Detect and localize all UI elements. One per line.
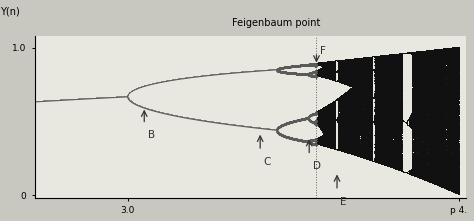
Text: B: B xyxy=(147,130,155,140)
Text: E: E xyxy=(340,197,347,207)
Text: D: D xyxy=(312,161,320,171)
Text: Feigenbaum point: Feigenbaum point xyxy=(232,18,320,28)
Text: F: F xyxy=(320,46,326,56)
Text: C: C xyxy=(264,157,271,167)
Text: Y(n): Y(n) xyxy=(0,7,20,17)
